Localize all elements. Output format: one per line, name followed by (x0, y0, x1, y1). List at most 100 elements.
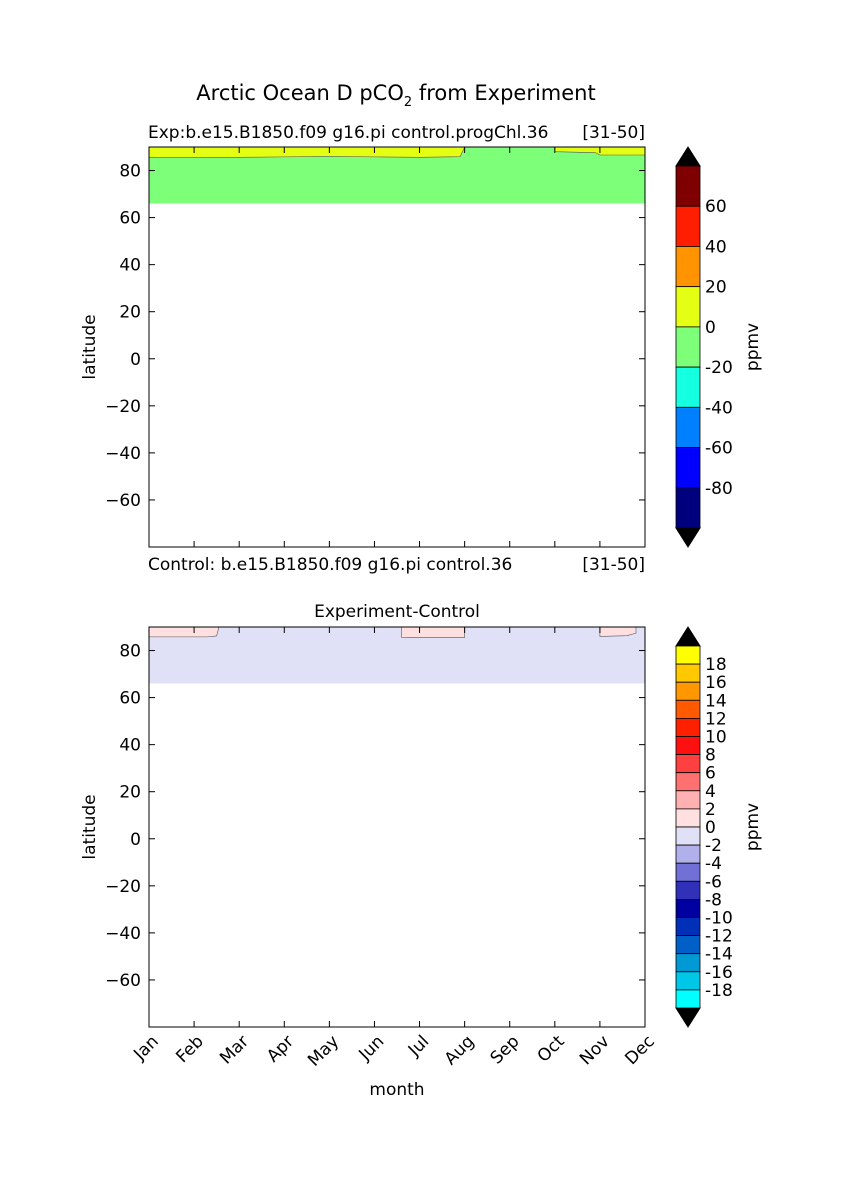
panel-experiment-yaxis: 80 60 40 20 0 −20 −40 −60 (105, 147, 646, 547)
colorbar-tick-label: 14 (705, 691, 727, 711)
colorbar-swatch (675, 826, 701, 846)
ytick-label: 0 (130, 350, 141, 370)
colorbar-tick-label: -80 (705, 479, 733, 499)
colorbar-swatch (675, 699, 701, 719)
panel-control-title-right: [31-50] (582, 555, 645, 575)
colorbar-tick-label: -4 (705, 854, 722, 874)
panel-experiment-title-right: [31-50] (582, 123, 645, 143)
colorbar-swatch (675, 326, 701, 368)
colorbar-swatch (675, 406, 701, 448)
colorbar-swatch (675, 754, 701, 774)
colorbar-tick-label: 16 (705, 673, 727, 693)
xtick-label: Mar (216, 1032, 253, 1069)
colorbar-swatch (675, 366, 701, 408)
colorbar-swatch (675, 808, 701, 828)
panel-difference-data (148, 626, 645, 684)
colorbar-tick-label: 18 (705, 655, 727, 675)
colorbar-over-arrow (675, 146, 701, 167)
ytick-label: 80 (119, 162, 141, 182)
xtick-label: Oct (534, 1031, 569, 1066)
colorbar-difference-label: ppmv (743, 803, 763, 851)
colorbar-swatch (675, 681, 701, 701)
colorbar-swatch (675, 953, 701, 973)
panel-difference-yaxis: 80 60 40 20 0 −20 −40 −60 (105, 627, 646, 1027)
colorbar-under-arrow (675, 1007, 701, 1028)
colorbar-experiment: 60 40 20 0 -20 -40 -60 -80 (675, 146, 733, 548)
colorbar-tick-label: 60 (705, 197, 727, 217)
colorbar-swatch (675, 663, 701, 683)
ytick-label: −60 (105, 971, 141, 991)
colorbar-tick-label: 0 (705, 318, 716, 338)
colorbar-swatch (675, 844, 701, 864)
colorbar-swatch (675, 205, 701, 247)
colorbar-tick-label: 0 (705, 818, 716, 838)
xtick-label: Apr (263, 1032, 298, 1067)
figure-title-subscript: 2 (404, 95, 412, 110)
panel-experiment-title-left: Exp:b.e15.B1850.f09 g16.pi control.progC… (148, 123, 548, 143)
colorbar-tick-label: -16 (705, 963, 733, 983)
colorbar-tick-label: -18 (705, 981, 733, 1001)
ytick-label: −60 (105, 491, 141, 511)
figure-title-rest: from Experiment (412, 81, 596, 105)
colorbar-tick-label: -14 (705, 945, 733, 965)
ytick-label: 40 (119, 736, 141, 756)
colorbar-tick-label: 6 (705, 764, 716, 784)
colorbar-tick-label: -2 (705, 836, 722, 856)
colorbar-tick-label: 12 (705, 709, 727, 729)
colorbar-swatch (675, 935, 701, 955)
panel-control-title-left: Control: b.e15.B1850.f09 g16.pi control.… (148, 555, 512, 575)
colorbar-experiment-label: ppmv (743, 323, 763, 371)
panel-experiment-frame (148, 146, 646, 548)
colorbar-swatch (675, 899, 701, 918)
colorbar-swatch (675, 286, 701, 328)
panel-experiment-ylabel: latitude (80, 314, 100, 379)
panel-difference-ylabel: latitude (80, 794, 100, 859)
colorbar-swatch (675, 487, 701, 529)
colorbar-under-arrow (675, 527, 701, 548)
panel-experiment: Exp:b.e15.B1850.f09 g16.pi control.progC… (80, 123, 763, 575)
colorbar-tick-label: -12 (705, 927, 733, 947)
colorbar-tick-label: 40 (705, 237, 727, 257)
colorbar-tick-label: 20 (705, 278, 727, 298)
figure-title: Arctic Ocean D pCO2 from Experiment (196, 81, 595, 110)
xtick-label: Aug (441, 1032, 479, 1070)
colorbar-over-arrow (675, 626, 701, 647)
colorbar-tick-label: -10 (705, 909, 733, 929)
panel-experiment-data (148, 146, 646, 204)
figure-title-main: Arctic Ocean D pCO (196, 81, 404, 105)
ytick-label: 60 (119, 689, 141, 709)
xtick-label: Sep (487, 1032, 524, 1069)
colorbar-tick-label: -8 (705, 890, 722, 910)
xtick-label: Jan (129, 1032, 162, 1065)
xtick-label: Dec (621, 1032, 658, 1069)
colorbar-swatch (675, 917, 701, 937)
xtick-label: Jun (355, 1032, 389, 1066)
ytick-label: −20 (105, 397, 141, 417)
contour-patch (401, 626, 465, 638)
xtick-label: Jul (404, 1032, 433, 1061)
colorbar-tick-label: -40 (705, 398, 733, 418)
ytick-label: 0 (130, 830, 141, 850)
colorbar-swatch (675, 790, 701, 810)
panel-difference-title: Experiment-Control (314, 602, 480, 622)
colorbar-tick-label: 4 (705, 782, 716, 802)
colorbar-swatch (675, 165, 701, 207)
colorbar-swatch (675, 880, 701, 900)
data-band (149, 627, 645, 684)
colorbar-tick-label: -6 (705, 872, 722, 892)
colorbar-swatch (675, 736, 701, 756)
colorbar-swatch (675, 772, 701, 792)
panel-difference-xlabel: month (369, 1080, 424, 1100)
colorbar-swatch (675, 862, 701, 882)
colorbar-swatch (675, 989, 701, 1009)
xtick-label: May (304, 1032, 343, 1071)
ytick-label: 20 (119, 783, 141, 803)
colorbar-tick-label: -60 (705, 439, 733, 459)
ytick-label: −40 (105, 444, 141, 464)
ytick-label: 80 (119, 642, 141, 662)
colorbar-tick-label: 8 (705, 746, 716, 766)
colorbar-swatch (675, 645, 701, 665)
ytick-label: −40 (105, 924, 141, 944)
colorbar-swatch (675, 246, 701, 288)
